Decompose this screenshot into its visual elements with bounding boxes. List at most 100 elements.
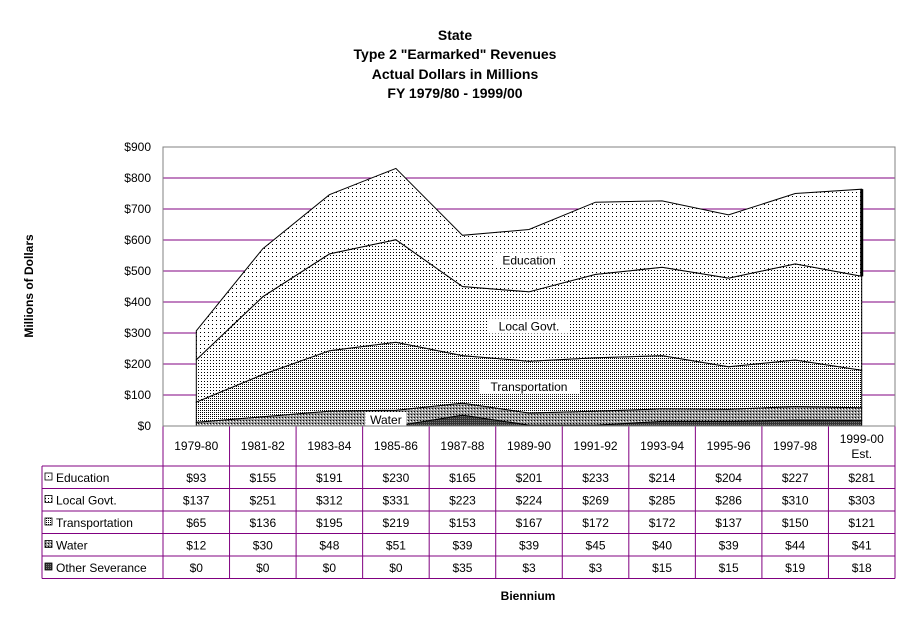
table-cell: $44 [785,539,805,553]
legend-key-transportation [44,517,53,526]
table-cell: $137 [715,516,742,530]
table-cell: $233 [582,471,609,485]
x-category-label: 1991-92 [574,439,618,453]
table-cell: $191 [316,471,343,485]
table-cell: $303 [848,494,875,508]
table-cell: $223 [449,494,476,508]
table-row-label: Local Govt. [56,494,117,508]
x-category-label: 1983-84 [307,439,351,453]
table-cell: $0 [190,561,204,575]
x-axis-title: Biennium [501,589,556,603]
table-cell: $201 [516,471,543,485]
y-tick-label: $300 [124,326,151,340]
table-cell: $39 [719,539,739,553]
table-row-label: Other Severance [56,561,147,575]
table-cell: $312 [316,494,343,508]
x-category-label: Est. [851,447,872,461]
y-tick-label: $900 [124,140,151,154]
legend-key-other-severance [44,562,53,571]
table-cell: $214 [649,471,676,485]
table-cell: $0 [256,561,270,575]
table-cell: $121 [848,516,875,530]
x-category-label: 1987-88 [440,439,484,453]
table-cell: $172 [649,516,676,530]
table-cell: $93 [186,471,206,485]
table-cell: $224 [516,494,543,508]
legend-key-water [44,540,53,548]
chart-title-line-2: Type 2 "Earmarked" Revenues [354,46,557,62]
table-cell: $167 [516,516,543,530]
table-cell: $136 [249,516,276,530]
table-cell: $0 [323,561,337,575]
y-axis-title: Millions of Dollars [22,234,36,338]
x-category-label: 1993-94 [640,439,684,453]
y-tick-label: $700 [124,202,151,216]
table-row-label: Education [56,471,109,485]
table-cell: $15 [719,561,739,575]
table-cell: $3 [589,561,603,575]
table-cell: $15 [652,561,672,575]
table-cell: $269 [582,494,609,508]
table-cell: $150 [782,516,809,530]
table-cell: $155 [249,471,276,485]
table-cell: $286 [715,494,742,508]
table-cell: $153 [449,516,476,530]
table-cell: $285 [649,494,676,508]
table-row-label: Water [56,539,88,553]
table-cell: $331 [383,494,410,508]
y-tick-label: $600 [124,233,151,247]
area-label-bg-water [365,412,407,427]
y-tick-label: $800 [124,171,151,185]
x-category-label: 1985-86 [374,439,418,453]
chart-title-line-3: Actual Dollars in Millions [372,66,539,82]
table-cell: $51 [386,539,406,553]
table-cell: $195 [316,516,343,530]
table-cell: $3 [522,561,536,575]
y-tick-label: $0 [138,419,152,433]
table-cell: $172 [582,516,609,530]
x-category-label: 1981-82 [241,439,285,453]
chart-title-line-1: State [438,27,472,43]
area-label-education: Education [502,254,555,268]
table-cell: $39 [519,539,539,553]
area-label-bg-local-govt [488,318,570,334]
table-cell: $39 [452,539,472,553]
table-cell: $281 [848,471,875,485]
area-label-bg-education [495,252,563,268]
table-cell: $41 [852,539,872,553]
area-label-transportation: Transportation [491,380,568,394]
chart-title-line-4: FY 1979/80 - 1999/00 [387,85,522,101]
x-category-label: 1989-90 [507,439,551,453]
plot-border [162,146,896,427]
y-tick-label: $500 [124,264,151,278]
x-category-label: 1995-96 [707,439,751,453]
table-cell: $310 [782,494,809,508]
table-cell: $48 [319,539,339,553]
y-tick-label: $400 [124,295,151,309]
y-tick-label: $100 [124,388,151,402]
table-cell: $40 [652,539,672,553]
table-cell: $251 [249,494,276,508]
table-cell: $18 [852,561,872,575]
area-label-water: Water [370,413,402,427]
table-cell: $35 [452,561,472,575]
table-cell: $0 [389,561,403,575]
table-row-label: Transportation [56,516,133,530]
table-cell: $204 [715,471,742,485]
x-category-label: 1979-80 [174,439,218,453]
table-cell: $219 [383,516,410,530]
x-category-label: 1997-98 [773,439,817,453]
legend-key-local-govt [44,495,53,503]
table-cell: $45 [586,539,606,553]
area-label-bg-transportation [478,379,580,395]
table-cell: $19 [785,561,805,575]
legend-key-education [44,472,53,481]
area-label-local-govt: Local Govt. [499,319,560,333]
table-cell: $165 [449,471,476,485]
y-tick-label: $200 [124,357,151,371]
table-cell: $230 [383,471,410,485]
table-cell: $12 [186,539,206,553]
x-category-label: 1999-00 [840,432,884,446]
table-cell: $137 [183,494,210,508]
